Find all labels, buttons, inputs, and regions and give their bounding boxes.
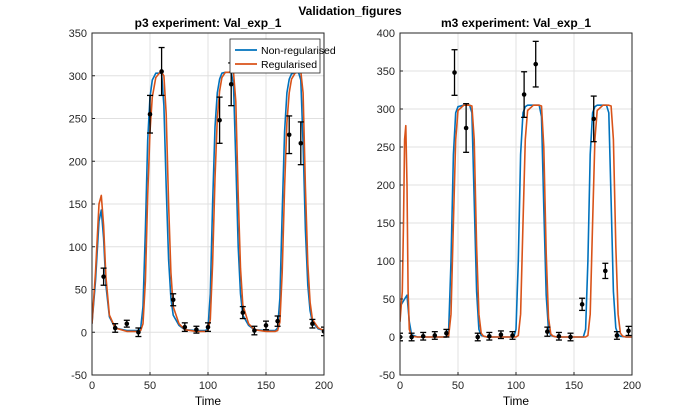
x-tick-label: 0 [89,380,95,392]
x-tick-label: 200 [315,380,333,392]
y-tick-label: 100 [69,242,87,254]
y-tick-label: 150 [377,218,395,230]
data-point-errorbar [420,331,427,341]
x-tick-label: 0 [397,380,403,392]
x-tick-label: 50 [144,380,156,392]
data-point-errorbar [216,96,223,144]
x-axis-label: Time [195,394,222,408]
data-point-errorbar [147,94,153,134]
y-tick-label: 350 [377,66,395,78]
chart-title: p3 experiment: Val_exp_1 [135,16,282,30]
data-point-errorbar [112,323,119,333]
data-point-errorbar [205,322,211,333]
plot-area [400,40,632,342]
x-tick-label: 150 [257,380,275,392]
x-tick-label: 100 [507,380,525,392]
data-point-errorbar [625,325,632,337]
y-tick-label: 200 [69,156,87,168]
data-point-errorbar [321,326,324,337]
x-tick-label: 150 [565,380,583,392]
chart-m3: m3 experiment: Val_exp_1 0 50 100 150 200 -50… [377,16,642,408]
data-point-errorbar [579,297,586,312]
data-point-errorbar [532,40,539,88]
data-point-errorbar [181,322,188,333]
y-tick-label: 250 [377,142,395,154]
data-point-errorbar [297,121,304,166]
y-tick-label: -50 [379,370,395,382]
y-tick-label: 250 [69,114,87,126]
data-point-errorbar [443,328,450,338]
y-tick-label: 400 [377,28,395,40]
y-tick-label: 0 [81,327,87,339]
y-tick-label: 300 [69,71,87,83]
data-point-errorbar [100,267,107,286]
data-point-errorbar [567,332,574,342]
plot-area [92,46,324,338]
data-point-errorbar [263,320,269,331]
data-point-errorbar [486,331,493,341]
data-point-errorbar [158,46,165,97]
legend-label: Regularised [261,59,317,71]
chart-title: m3 experiment: Val_exp_1 [441,16,591,30]
series-line-non-regularised [92,71,324,332]
series-line-regularised [92,70,324,333]
data-point-errorbar [251,325,258,336]
data-point-errorbar [602,262,609,280]
y-tick-label: 300 [377,104,395,116]
legend-box [229,38,321,74]
y-tick-label: 50 [75,285,87,297]
y-tick-label: 50 [383,294,395,306]
data-point-errorbar [544,326,551,337]
data-point-errorbar [193,325,200,334]
data-point-errorbar [274,315,281,327]
data-point-errorbar [613,331,620,340]
y-tick-label: 350 [69,28,87,40]
y-tick-label: -50 [71,370,87,382]
data-point-errorbar [463,103,470,153]
data-point-errorbar [309,318,316,329]
data-point-errorbar [474,332,481,342]
x-tick-label: 50 [452,380,464,392]
y-tick-label: 0 [389,332,395,344]
y-tick-label: 150 [69,199,87,211]
data-point-errorbar [431,331,438,340]
legend: Non-regularised Regularised [229,38,336,74]
data-point-errorbar [408,332,415,342]
data-point-errorbar [590,95,597,143]
data-point-errorbar [497,330,504,340]
data-point-errorbar [170,293,177,307]
x-axis-label: Time [503,394,530,408]
data-point-errorbar [451,49,458,96]
x-tick-label: 100 [199,380,217,392]
figure-suptitle: Validation_figures [298,4,402,18]
data-point-errorbar [521,71,528,119]
legend-label: Non-regularised [261,45,336,57]
y-tick-label: 100 [377,256,395,268]
chart-p3: p3 experiment: Val_exp_1 0 50 100 150 200 -50… [69,16,336,408]
data-point-errorbar [123,319,130,328]
y-tick-label: 200 [377,180,395,192]
data-point-errorbar [509,331,516,340]
x-tick-label: 200 [623,380,641,392]
data-point-errorbar [555,331,562,341]
data-point-errorbar [286,115,293,155]
data-point-errorbar [135,327,142,338]
data-point-errorbar [239,305,246,320]
